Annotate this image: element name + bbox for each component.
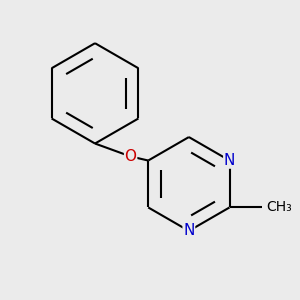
Text: O: O: [124, 149, 136, 164]
Text: CH₃: CH₃: [266, 200, 292, 214]
Text: N: N: [224, 153, 235, 168]
Text: N: N: [183, 224, 195, 238]
